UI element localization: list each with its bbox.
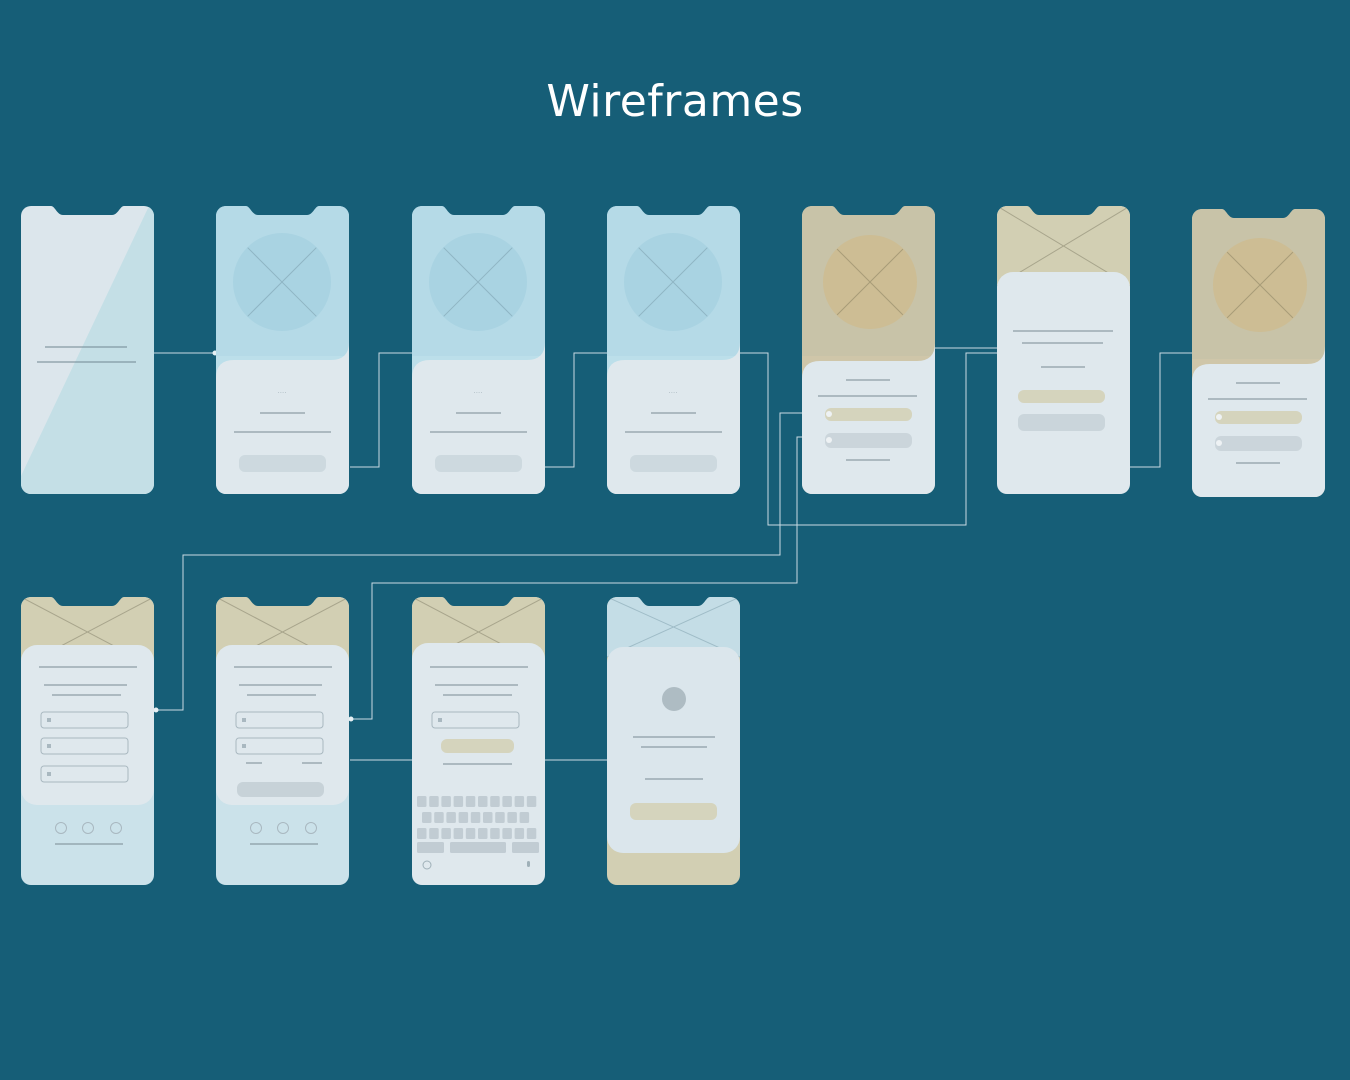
- input-field[interactable]: [40, 737, 129, 755]
- flow-connector: [545, 352, 607, 468]
- wireframe-screen-s3: ····: [412, 206, 545, 494]
- input-field[interactable]: [431, 711, 520, 729]
- notch: [246, 597, 319, 606]
- on-screen-keyboard[interactable]: [417, 796, 539, 853]
- page-indicator-dots: ····: [669, 389, 678, 397]
- wireframe-screen-s6: [997, 206, 1130, 494]
- notch: [637, 597, 710, 606]
- flow-connector: [154, 412, 802, 711]
- wireframe-screen-s11: [607, 597, 740, 885]
- social-login-icon[interactable]: [55, 822, 67, 834]
- input-field[interactable]: [235, 737, 324, 755]
- flow-connector: [350, 436, 802, 720]
- content-card: [997, 272, 1130, 494]
- next-button[interactable]: [239, 455, 326, 472]
- flow-connector: [1130, 352, 1192, 468]
- page-title: Wireframes: [546, 76, 804, 127]
- primary-option-button[interactable]: [825, 408, 912, 421]
- confirm-button[interactable]: [630, 803, 717, 820]
- image-placeholder-icon: [624, 233, 722, 331]
- social-login-icon[interactable]: [305, 822, 317, 834]
- flow-connector: [740, 352, 997, 526]
- submit-button[interactable]: [441, 739, 514, 753]
- page-indicator-dots: ····: [474, 389, 483, 397]
- flow-connector: [350, 352, 412, 468]
- primary-option-button[interactable]: [1215, 411, 1302, 424]
- avatar: [662, 687, 686, 711]
- wireframe-screen-s7: [1192, 209, 1325, 497]
- secondary-option-button[interactable]: [1215, 436, 1302, 451]
- image-placeholder-icon: [823, 235, 917, 329]
- secondary-button[interactable]: [1018, 414, 1105, 431]
- wireframe-screen-s8: [21, 597, 154, 885]
- input-field[interactable]: [235, 711, 324, 729]
- social-login-icon[interactable]: [277, 822, 289, 834]
- notch: [51, 206, 124, 215]
- wireframe-screen-s2: ····: [216, 206, 349, 494]
- login-button[interactable]: [237, 782, 324, 797]
- input-field[interactable]: [40, 711, 129, 729]
- notch: [246, 206, 319, 215]
- connector-node: [153, 707, 159, 713]
- notch: [1222, 209, 1295, 218]
- emoji-icon[interactable]: [422, 860, 432, 870]
- wireframe-screen-s4: ····: [607, 206, 740, 494]
- next-button[interactable]: [630, 455, 717, 472]
- notch: [442, 206, 515, 215]
- primary-button[interactable]: [1018, 390, 1105, 403]
- input-field[interactable]: [40, 765, 129, 783]
- secondary-option-button[interactable]: [825, 433, 912, 448]
- image-placeholder-icon: [1213, 238, 1307, 332]
- notch: [51, 597, 124, 606]
- content-card: [607, 647, 740, 853]
- flow-connectors: [153, 347, 1192, 761]
- social-login-icon[interactable]: [250, 822, 262, 834]
- wireframe-screen-s9: [216, 597, 349, 885]
- notch: [832, 206, 905, 215]
- image-placeholder-icon: [233, 233, 331, 331]
- next-button[interactable]: [435, 455, 522, 472]
- social-login-icon[interactable]: [82, 822, 94, 834]
- diagonal-decoration: [21, 206, 154, 494]
- notch: [442, 597, 515, 606]
- wireframe-screen-s10: [412, 597, 545, 885]
- social-login-icon[interactable]: [110, 822, 122, 834]
- page-indicator-dots: ····: [278, 389, 287, 397]
- wireframe-screen-s1: [21, 206, 154, 494]
- notch: [637, 206, 710, 215]
- notch: [1027, 206, 1100, 215]
- wireframe-screen-s5: [802, 206, 935, 494]
- content-card: [412, 643, 545, 803]
- image-placeholder-icon: [429, 233, 527, 331]
- connector-node: [348, 716, 354, 722]
- microphone-icon[interactable]: [527, 861, 530, 867]
